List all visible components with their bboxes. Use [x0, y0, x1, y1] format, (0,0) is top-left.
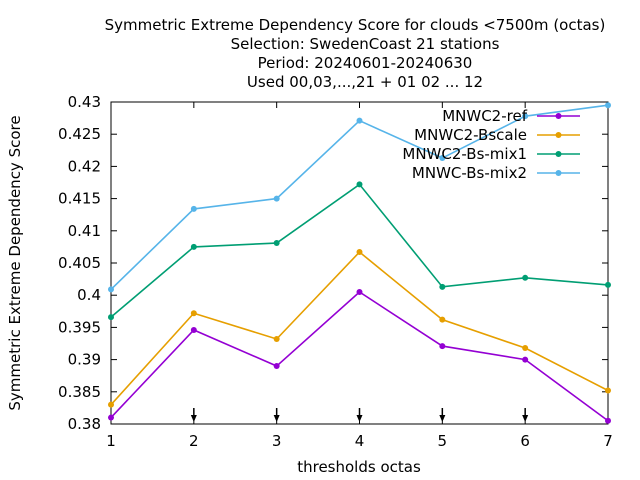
- data-point: [108, 401, 114, 408]
- series-3: [108, 181, 611, 321]
- title-line-4: Used 00,03,...,21 + 01 02 ... 12: [247, 73, 483, 91]
- data-point: [108, 314, 114, 321]
- legend-label: MNWC2-Bs-mix1: [402, 145, 527, 163]
- series-line: [110, 104, 609, 290]
- data-point: [190, 326, 197, 333]
- series-line: [110, 290, 609, 422]
- y-tick-label: 0.405: [58, 254, 101, 272]
- title-line-3: Period: 20240601-20240630: [258, 54, 473, 72]
- title-line-2: Selection: SwedenCoast 21 stations: [231, 35, 500, 53]
- y-tick-label: 0.385: [58, 383, 101, 401]
- x-tick-label: 2: [189, 432, 199, 450]
- series-1: [108, 288, 611, 424]
- series-line: [110, 250, 609, 406]
- x-marker-arrow-head: [522, 415, 529, 422]
- x-marker-arrow-head: [439, 415, 446, 422]
- y-tick-label: 0.39: [68, 351, 101, 369]
- data-point: [522, 345, 529, 352]
- x-tick-label: 3: [272, 432, 282, 450]
- y-tick-label: 0.395: [58, 318, 101, 336]
- data-point: [439, 343, 446, 350]
- series-group: [108, 102, 611, 424]
- x-marker-arrow-head: [273, 415, 280, 422]
- x-tick-label: 4: [355, 432, 365, 450]
- data-point: [190, 243, 197, 250]
- data-point: [522, 356, 529, 363]
- x-tick-label: 5: [438, 432, 448, 450]
- x-marker-arrows: [190, 408, 529, 422]
- y-tick-label: 0.41: [68, 222, 101, 240]
- legend-item: MNWC2-Bscale: [414, 126, 580, 144]
- legend-label: MNWC2-Bscale: [414, 126, 527, 144]
- chart-title: Symmetric Extreme Dependency Score for c…: [105, 16, 606, 91]
- legend-label: MNWC2-ref: [442, 107, 527, 125]
- legend-swatch-marker: [555, 132, 562, 138]
- series-2: [108, 249, 611, 408]
- legend-swatch-marker: [555, 151, 562, 157]
- data-point: [356, 117, 363, 124]
- x-tick-label: 6: [520, 432, 530, 450]
- data-point: [273, 195, 280, 202]
- data-point: [605, 281, 611, 288]
- y-tick-label: 0.38: [68, 415, 101, 433]
- y-axis-label: Symmetric Extreme Dependency Score: [6, 115, 24, 410]
- x-axis: 1 2 3 4 5 6 7: [106, 102, 613, 450]
- y-tick-label: 0.43: [68, 93, 101, 111]
- data-point: [273, 335, 280, 342]
- x-tick-label: 1: [106, 432, 116, 450]
- data-point: [439, 155, 446, 162]
- data-point: [605, 387, 611, 394]
- data-point: [108, 414, 114, 421]
- x-marker-arrow-head: [190, 415, 197, 422]
- data-point: [439, 316, 446, 323]
- data-point: [190, 310, 197, 317]
- data-point: [190, 205, 197, 212]
- plot-frame: [110, 101, 609, 425]
- x-tick-label: 7: [603, 432, 613, 450]
- y-tick-label: 0.425: [58, 125, 101, 143]
- data-point: [356, 288, 363, 295]
- x-marker-arrow-head: [356, 415, 363, 422]
- y-axis: 0.38 0.385 0.39 0.395 0.4 0.405 0.41 0.415 0.42 0…: [58, 93, 608, 433]
- legend-swatch-marker: [555, 170, 562, 176]
- legend-swatch-marker: [555, 113, 562, 119]
- y-tick-label: 0.42: [68, 157, 101, 175]
- legend-item: MNWC2-Bs-mix1: [402, 145, 580, 163]
- data-point: [273, 240, 280, 247]
- data-point: [605, 417, 611, 424]
- data-point: [108, 286, 114, 293]
- data-point: [522, 274, 529, 281]
- series-4: [108, 102, 611, 293]
- legend-item: MNWC-Bs-mix2: [412, 164, 580, 182]
- y-tick-label: 0.415: [58, 190, 101, 208]
- data-point: [522, 113, 529, 120]
- data-point: [356, 181, 363, 188]
- title-line-1: Symmetric Extreme Dependency Score for c…: [105, 16, 606, 34]
- y-tick-label: 0.4: [77, 286, 101, 304]
- data-point: [605, 102, 611, 109]
- legend-label: MNWC-Bs-mix2: [412, 164, 527, 182]
- data-point: [356, 249, 363, 256]
- data-point: [273, 363, 280, 370]
- legend-item: MNWC2-ref: [442, 107, 580, 125]
- x-axis-label: thresholds octas: [297, 458, 421, 476]
- data-point: [439, 283, 446, 290]
- legend: MNWC2-refMNWC2-BscaleMNWC2-Bs-mix1MNWC-B…: [402, 107, 580, 182]
